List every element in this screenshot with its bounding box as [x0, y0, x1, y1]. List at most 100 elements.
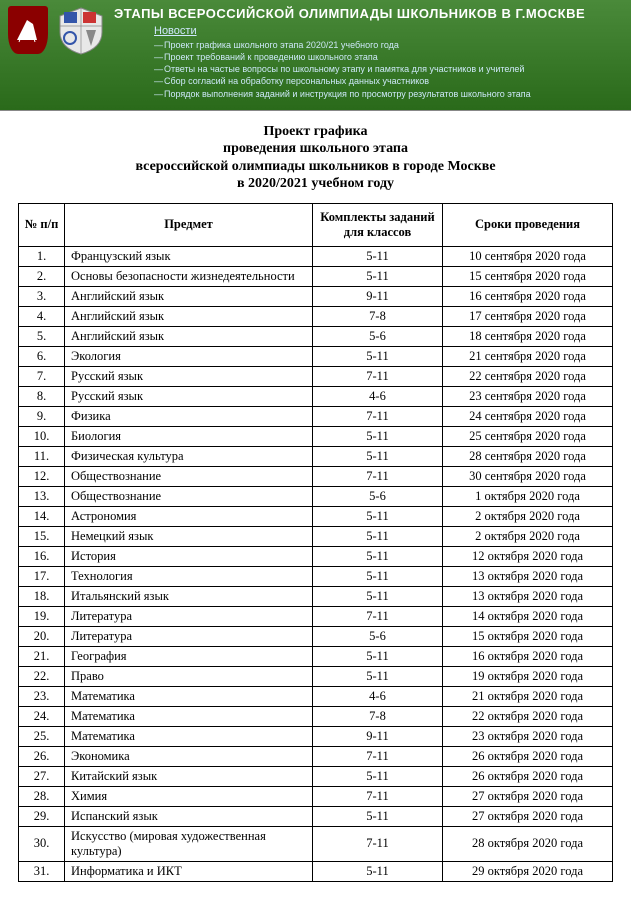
table-cell: 29 октября 2020 года	[443, 861, 613, 881]
table-row: 5.Английский язык5-618 сентября 2020 год…	[19, 326, 613, 346]
table-row: 27.Китайский язык5-1126 октября 2020 год…	[19, 766, 613, 786]
table-cell: Искусство (мировая художественная культу…	[65, 826, 313, 861]
table-cell: 5-11	[313, 346, 443, 366]
table-cell: 5-11	[313, 266, 443, 286]
table-row: 19.Литература7-1114 октября 2020 года	[19, 606, 613, 626]
table-cell: 30.	[19, 826, 65, 861]
table-row: 16.История5-1112 октября 2020 года	[19, 546, 613, 566]
news-list: Проект графика школьного этапа 2020/21 у…	[154, 39, 623, 100]
table-cell: 7-11	[313, 826, 443, 861]
table-cell: Астрономия	[65, 506, 313, 526]
table-cell: 4-6	[313, 386, 443, 406]
table-cell: 11.	[19, 446, 65, 466]
table-cell: 25 сентября 2020 года	[443, 426, 613, 446]
table-cell: 24.	[19, 706, 65, 726]
table-cell: 15.	[19, 526, 65, 546]
table-cell: Биология	[65, 426, 313, 446]
table-row: 24.Математика7-822 октября 2020 года	[19, 706, 613, 726]
col-subject: Предмет	[65, 203, 313, 246]
table-cell: 5-11	[313, 546, 443, 566]
news-item[interactable]: Проект требований к проведению школьного…	[154, 51, 623, 63]
table-cell: 28.	[19, 786, 65, 806]
table-cell: 26.	[19, 746, 65, 766]
table-cell: 27 октября 2020 года	[443, 806, 613, 826]
table-row: 11.Физическая культура5-1128 сентября 20…	[19, 446, 613, 466]
table-cell: 26 октября 2020 года	[443, 766, 613, 786]
table-cell: 5-11	[313, 246, 443, 266]
table-row: 9.Физика7-1124 сентября 2020 года	[19, 406, 613, 426]
table-cell: Немецкий язык	[65, 526, 313, 546]
table-cell: 10.	[19, 426, 65, 446]
table-row: 31.Информатика и ИКТ5-1129 октября 2020 …	[19, 861, 613, 881]
table-cell: 6.	[19, 346, 65, 366]
table-cell: 14 октября 2020 года	[443, 606, 613, 626]
table-cell: 5-11	[313, 806, 443, 826]
table-cell: 20.	[19, 626, 65, 646]
table-cell: 23 октября 2020 года	[443, 726, 613, 746]
table-cell: Английский язык	[65, 286, 313, 306]
table-cell: Математика	[65, 726, 313, 746]
table-cell: 18 сентября 2020 года	[443, 326, 613, 346]
title-line-4: в 2020/2021 учебном году	[237, 176, 394, 191]
table-cell: 5-11	[313, 861, 443, 881]
table-body: 1.Французский язык5-1110 сентября 2020 г…	[19, 246, 613, 881]
table-cell: 13 октября 2020 года	[443, 566, 613, 586]
table-cell: 5-11	[313, 426, 443, 446]
table-cell: 5-11	[313, 526, 443, 546]
table-row: 8.Русский язык4-623 сентября 2020 года	[19, 386, 613, 406]
table-cell: 5-11	[313, 566, 443, 586]
table-cell: 14.	[19, 506, 65, 526]
table-cell: Математика	[65, 686, 313, 706]
news-item[interactable]: Порядок выполнения заданий и инструкция …	[154, 88, 623, 100]
table-cell: 23.	[19, 686, 65, 706]
schedule-table: № п/п Предмет Комплекты заданий для клас…	[18, 203, 613, 882]
table-row: 13.Обществознание5-61 октября 2020 года	[19, 486, 613, 506]
news-item[interactable]: Сбор согласий на обработку персональных …	[154, 75, 623, 87]
table-cell: 21.	[19, 646, 65, 666]
table-cell: 16 сентября 2020 года	[443, 286, 613, 306]
title-line-2: проведения школьного этапа	[223, 141, 408, 156]
table-row: 20.Литература5-615 октября 2020 года	[19, 626, 613, 646]
table-cell: 30 сентября 2020 года	[443, 466, 613, 486]
table-cell: 7-11	[313, 406, 443, 426]
table-cell: 12.	[19, 466, 65, 486]
table-row: 30.Искусство (мировая художественная кул…	[19, 826, 613, 861]
header-text-block: ЭТАПЫ ВСЕРОССИЙСКОЙ ОЛИМПИАДЫ ШКОЛЬНИКОВ…	[114, 6, 623, 100]
table-cell: 16 октября 2020 года	[443, 646, 613, 666]
table-cell: 31.	[19, 861, 65, 881]
table-cell: 24 сентября 2020 года	[443, 406, 613, 426]
table-cell: 5-11	[313, 446, 443, 466]
title-line-1: Проект графика	[263, 124, 367, 139]
table-cell: 5-11	[313, 646, 443, 666]
table-cell: 1 октября 2020 года	[443, 486, 613, 506]
table-row: 17.Технология5-1113 октября 2020 года	[19, 566, 613, 586]
table-cell: 7-11	[313, 786, 443, 806]
table-row: 7.Русский язык7-1122 сентября 2020 года	[19, 366, 613, 386]
table-cell: Химия	[65, 786, 313, 806]
table-cell: 9.	[19, 406, 65, 426]
title-line-3: всероссийской олимпиады школьников в гор…	[135, 159, 495, 174]
table-cell: 15 октября 2020 года	[443, 626, 613, 646]
table-cell: 5-6	[313, 626, 443, 646]
table-cell: Китайский язык	[65, 766, 313, 786]
table-cell: 7-8	[313, 306, 443, 326]
table-cell: 5.	[19, 326, 65, 346]
news-item[interactable]: Ответы на частые вопросы по школьному эт…	[154, 63, 623, 75]
table-cell: 22.	[19, 666, 65, 686]
table-cell: 13.	[19, 486, 65, 506]
news-heading-link[interactable]: Новости	[154, 25, 623, 37]
news-item[interactable]: Проект графика школьного этапа 2020/21 у…	[154, 39, 623, 51]
table-row: 12.Обществознание7-1130 сентября 2020 го…	[19, 466, 613, 486]
table-cell: Основы безопасности жизнедеятельности	[65, 266, 313, 286]
table-cell: 21 сентября 2020 года	[443, 346, 613, 366]
table-cell: Право	[65, 666, 313, 686]
table-cell: 26 октября 2020 года	[443, 746, 613, 766]
col-dates: Сроки проведения	[443, 203, 613, 246]
table-row: 29.Испанский язык5-1127 октября 2020 год…	[19, 806, 613, 826]
table-header-row: № п/п Предмет Комплекты заданий для клас…	[19, 203, 613, 246]
table-cell: География	[65, 646, 313, 666]
table-cell: Русский язык	[65, 366, 313, 386]
table-cell: 5-11	[313, 666, 443, 686]
col-grades: Комплекты заданий для классов	[313, 203, 443, 246]
table-cell: Французский язык	[65, 246, 313, 266]
